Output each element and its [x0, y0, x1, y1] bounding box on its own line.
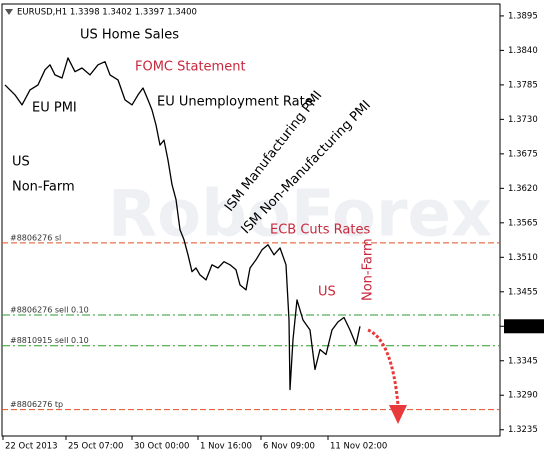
annotation: US	[12, 155, 30, 170]
watermark: RoboForex	[108, 178, 492, 252]
annotation: EU PMI	[32, 101, 77, 116]
symbol-icon	[5, 9, 13, 15]
y-tick-label: 1.3510	[508, 253, 538, 263]
y-tick-label: 1.3565	[508, 218, 538, 228]
y-tick-label: 1.3235	[508, 425, 538, 435]
annotation: Non-Farm	[361, 238, 376, 301]
annotation: ECB Cuts Rates	[270, 223, 370, 238]
plot-border	[1, 3, 501, 437]
y-tick-label: 1.3400	[508, 322, 538, 332]
annotation: US	[318, 285, 336, 300]
y-tick-label: 1.3620	[508, 184, 538, 194]
x-tick-label: 25 Oct 07:00	[68, 442, 123, 452]
order-label: #8806276 tp	[10, 400, 63, 409]
y-tick-label: 1.3675	[508, 149, 538, 159]
x-tick-label: 6 Nov 09:00	[263, 442, 315, 452]
y-tick-label: 1.3345	[508, 356, 538, 366]
arrow-head	[389, 405, 407, 424]
y-tick-label: 1.3455	[508, 287, 538, 297]
x-tick-label: 1 Nov 16:00	[200, 442, 252, 452]
annotation: FOMC Statement	[135, 60, 246, 75]
y-tick-label: 1.3290	[508, 391, 538, 401]
x-tick-label: 30 Oct 00:00	[134, 442, 189, 452]
y-tick-label: 1.3785	[508, 80, 538, 90]
price-line	[4, 57, 361, 391]
order-label: #8806276 sell 0.10	[10, 305, 89, 314]
order-label: #8806276 sl	[10, 233, 61, 242]
y-tick-label: 1.3895	[508, 11, 538, 21]
order-label: #8810915 sell 0.10	[10, 336, 89, 345]
x-tick-label: 11 Nov 02:00	[330, 442, 387, 452]
y-tick-label: 1.3730	[508, 115, 538, 125]
annotation: EU Unemployment Rate	[157, 95, 313, 110]
current-price-box	[504, 319, 544, 334]
forecast-arrow	[367, 328, 400, 406]
annotation: US Home Sales	[80, 28, 179, 43]
y-tick-label: 1.3840	[508, 46, 538, 56]
chart-title: EURUSD,H1 1.3398 1.3402 1.3397 1.3400	[17, 8, 197, 18]
annotation: Non-Farm	[12, 180, 75, 195]
x-tick-label: 22 Oct 2013	[5, 442, 58, 452]
